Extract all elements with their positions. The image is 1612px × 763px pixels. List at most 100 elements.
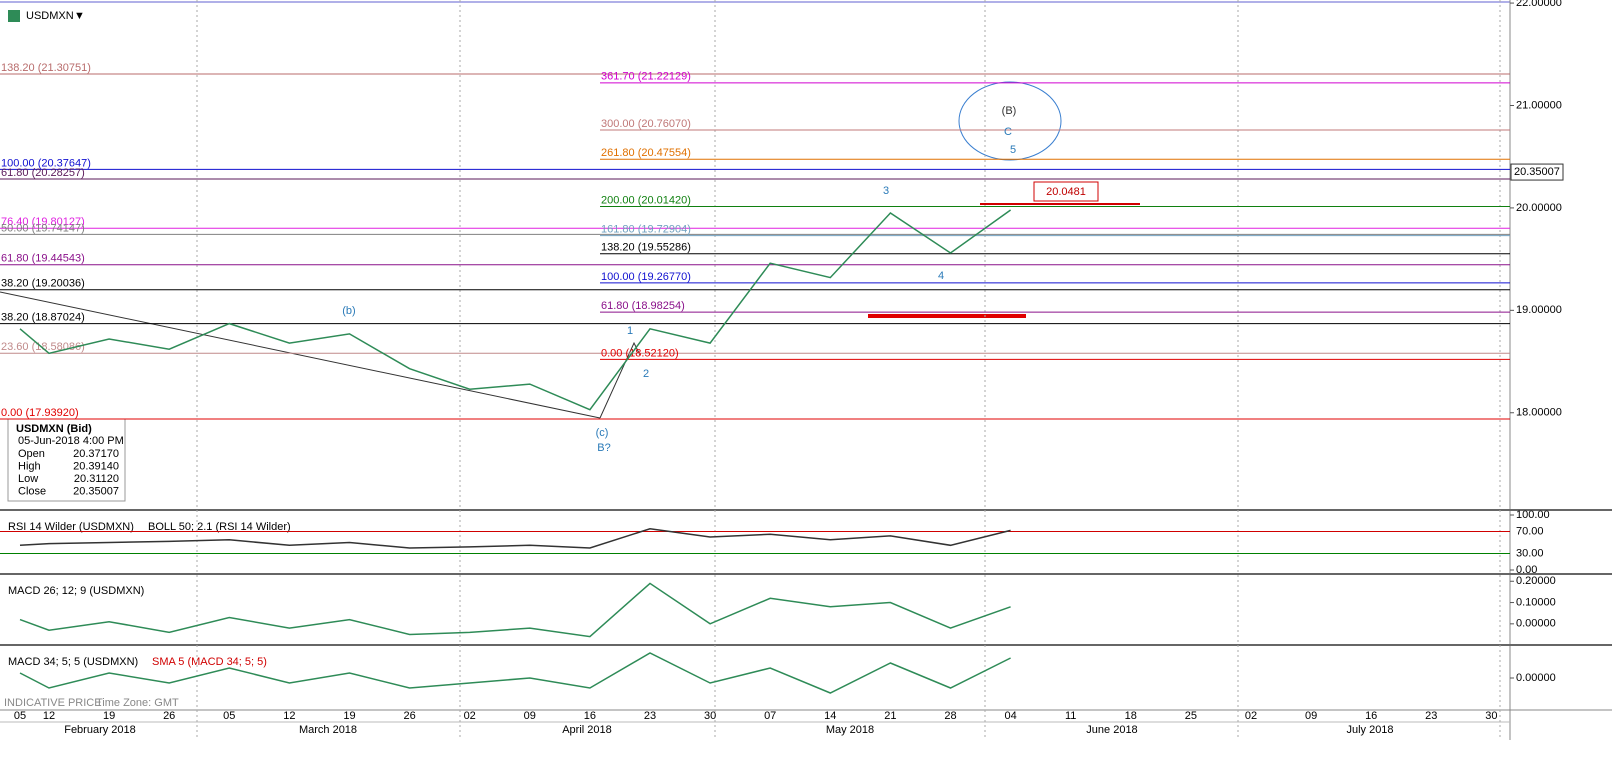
left-level-label: 100.00 (20.37647) bbox=[1, 157, 91, 169]
x-tick-label: 02 bbox=[1245, 710, 1257, 722]
x-tick-label: 30 bbox=[1485, 710, 1497, 722]
y-tick-label: 0.00000 bbox=[1516, 618, 1556, 630]
x-tick-label: 23 bbox=[644, 710, 656, 722]
info-frame bbox=[7, 418, 126, 502]
macd-title[interactable]: MACD 26; 12; 9 (USDMXN) bbox=[8, 585, 144, 597]
y-tick-label: 30.00 bbox=[1516, 547, 1544, 559]
y-tick-label: 0.10000 bbox=[1516, 596, 1556, 608]
trend-line bbox=[0, 291, 601, 419]
y-tick-label: 18.00000 bbox=[1516, 407, 1562, 419]
y-tick-label: 0.20000 bbox=[1516, 575, 1556, 587]
rsi-line bbox=[19, 528, 1011, 549]
info-value: 20.39140 bbox=[73, 460, 119, 472]
info-key: Close bbox=[18, 485, 46, 497]
x-tick-label: 19 bbox=[103, 710, 115, 722]
x-tick-label: 04 bbox=[1004, 710, 1016, 722]
last-price-box bbox=[1510, 163, 1564, 181]
info-value: 20.37170 bbox=[73, 448, 119, 460]
target-box bbox=[1033, 181, 1099, 202]
x-tick-label: 26 bbox=[163, 710, 175, 722]
right-level-label: 300.00 (20.76070) bbox=[601, 118, 691, 130]
wave-label: 2 bbox=[643, 368, 649, 380]
left-level-label: 38.20 (18.87024) bbox=[1, 312, 85, 324]
info-value: 20.35007 bbox=[73, 485, 119, 497]
y-tick-label: 20.00000 bbox=[1516, 202, 1562, 214]
x-tick-label: 30 bbox=[704, 710, 716, 722]
wave-label: (c) bbox=[596, 427, 609, 439]
symbol-menu[interactable]: ▼ bbox=[74, 10, 85, 22]
x-tick-label: 16 bbox=[584, 710, 596, 722]
y-tick-label: 0.00 bbox=[1516, 564, 1537, 576]
x-tick-label: 18 bbox=[1125, 710, 1137, 722]
x-tick-label: 21 bbox=[884, 710, 896, 722]
left-level-label: 61.80 (19.44543) bbox=[1, 253, 85, 265]
left-level-label: 61.80 (20.28257) bbox=[1, 167, 85, 179]
right-level-label: 61.80 (18.98254) bbox=[601, 300, 685, 312]
wave-label: 3 bbox=[883, 185, 889, 197]
info-rows: Open 20.37170 High 20.39140 Low 20.31120 Close… bbox=[18, 448, 119, 498]
target-label: 20.0481 bbox=[1046, 186, 1086, 198]
info-value: 20.31120 bbox=[74, 473, 119, 485]
left-level-label: 38.20 (19.20036) bbox=[1, 278, 85, 290]
y-tick-label: 22.00000 bbox=[1516, 0, 1562, 9]
support-bar bbox=[868, 314, 1026, 318]
x-tick-label: 12 bbox=[43, 710, 55, 722]
macd2-title[interactable]: MACD 34; 5; 5 (USDMXN) bbox=[8, 656, 138, 668]
rsi-title[interactable]: RSI 14 Wilder (USDMXN) bbox=[8, 521, 134, 533]
x-tick-label: 26 bbox=[403, 710, 415, 722]
x-tick-label: 25 bbox=[1185, 710, 1197, 722]
wave-label: B? bbox=[597, 442, 610, 454]
x-tick-label: 05 bbox=[14, 710, 26, 722]
info-date: 05-Jun-2018 4:00 PM bbox=[18, 435, 124, 447]
x-tick-label: 09 bbox=[524, 710, 536, 722]
month-label: February 2018 bbox=[64, 724, 136, 736]
x-tick-label: 28 bbox=[944, 710, 956, 722]
month-label: May 2018 bbox=[826, 724, 874, 736]
last-price: 20.35007 bbox=[1514, 166, 1560, 178]
right-level-label: 100.00 (19.26770) bbox=[601, 271, 691, 283]
x-tick-label: 23 bbox=[1425, 710, 1437, 722]
highlight-circle bbox=[958, 81, 1062, 161]
right-level-label: 138.20 (19.55286) bbox=[601, 242, 691, 254]
left-level-label: 138.20 (21.30751) bbox=[1, 62, 91, 74]
footer-note: INDICATIVE PRICE bbox=[4, 697, 102, 709]
left-level-label: 0.00 (17.93920) bbox=[1, 407, 79, 419]
y-tick-label: 19.00000 bbox=[1516, 304, 1562, 316]
wave-label: 5 bbox=[1010, 144, 1016, 156]
symbol[interactable]: USDMXN bbox=[26, 10, 74, 22]
rsi-overlay[interactable]: BOLL 50; 2.1 (RSI 14 Wilder) bbox=[148, 521, 291, 533]
wave-label: 4 bbox=[938, 270, 944, 282]
info-box: USDMXN (Bid) 05-Jun-2018 4:00 PM bbox=[7, 418, 126, 502]
month-label: July 2018 bbox=[1346, 724, 1393, 736]
wave-label: (B) bbox=[1002, 105, 1017, 117]
x-tick-label: 14 bbox=[824, 710, 836, 722]
x-tick-label: 11 bbox=[1065, 710, 1076, 722]
y-tick-label: 21.00000 bbox=[1516, 99, 1562, 111]
x-tick-label: 09 bbox=[1305, 710, 1317, 722]
left-level-label: 50.00 (19.74147) bbox=[1, 222, 85, 234]
x-tick-label: 07 bbox=[764, 710, 776, 722]
footer-note: Time Zone: GMT bbox=[96, 697, 179, 709]
wave-label: 1 bbox=[627, 325, 633, 337]
wave-label: C bbox=[1004, 126, 1012, 138]
info-title: USDMXN (Bid) bbox=[16, 423, 92, 435]
month-label: March 2018 bbox=[299, 724, 357, 736]
price-line bbox=[19, 209, 1012, 411]
y-tick-label: 70.00 bbox=[1516, 525, 1544, 537]
x-tick-label: 12 bbox=[283, 710, 295, 722]
x-tick-label: 19 bbox=[343, 710, 355, 722]
x-tick-label: 05 bbox=[223, 710, 235, 722]
right-level-label: 361.70 (21.22129) bbox=[601, 71, 691, 83]
y-tick-label: 0.00000 bbox=[1516, 672, 1556, 684]
month-label: June 2018 bbox=[1086, 724, 1137, 736]
info-key: High bbox=[18, 460, 41, 472]
wave-line bbox=[599, 341, 641, 419]
info-key: Low bbox=[18, 473, 38, 485]
macd2-overlay[interactable]: SMA 5 (MACD 34; 5; 5) bbox=[152, 656, 267, 668]
x-tick-label: 16 bbox=[1365, 710, 1377, 722]
left-level-label: 76.40 (19.80127) bbox=[1, 216, 85, 228]
macd2-line bbox=[19, 652, 1011, 694]
